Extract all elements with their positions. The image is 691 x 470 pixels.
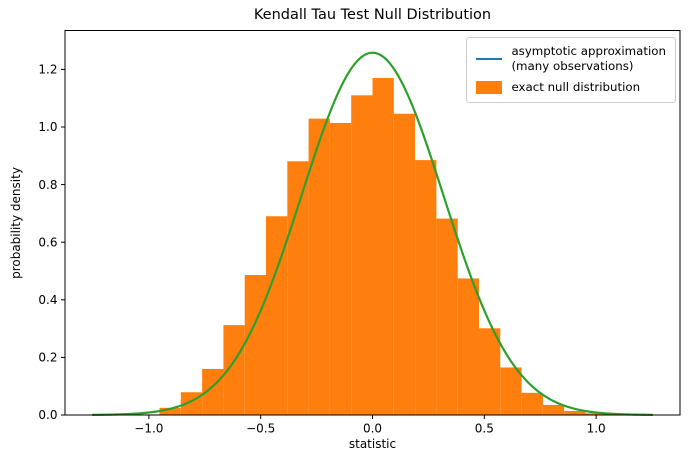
histogram-bars (138, 78, 607, 416)
histogram-bar (457, 278, 479, 415)
histogram-bar (521, 392, 543, 415)
x-ticks: −1.0 −0.5 0.0 0.5 1.0 (134, 415, 606, 436)
histogram-bar (500, 367, 522, 415)
x-tick-label: 0.5 (475, 422, 494, 436)
histogram-bar (266, 216, 288, 415)
histogram-bar (436, 218, 458, 415)
approximation-curve (91, 51, 654, 416)
legend-label: exact null distribution (511, 80, 641, 95)
histogram-bar (415, 160, 437, 415)
histogram-bar (223, 325, 245, 415)
chart-title: Kendall Tau Test Null Distribution (253, 7, 492, 23)
histogram-bar (542, 404, 565, 415)
x-tick-label: 0.0 (363, 422, 382, 436)
histogram-bar (585, 413, 607, 415)
y-tick-label: 0.8 (38, 178, 57, 192)
x-tick-label: −1.0 (134, 422, 163, 436)
histogram-bar (287, 161, 309, 415)
y-tick-label: 0.2 (38, 351, 57, 365)
histogram-bar (372, 78, 394, 416)
legend-entry-exact: exact null distribution (476, 80, 666, 95)
legend-label: asymptotic approximation (many observati… (511, 44, 666, 74)
y-tick-label: 1.2 (38, 63, 57, 77)
x-tick-label: 1.0 (587, 422, 606, 436)
histogram-bar (244, 275, 266, 415)
x-axis-label: statistic (348, 437, 397, 451)
y-tick-label: 1.0 (38, 120, 57, 134)
histogram-bar (351, 95, 373, 416)
histogram-bar (564, 410, 586, 415)
histogram-bar (479, 328, 501, 415)
y-tick-label: 0.4 (38, 293, 57, 307)
legend: asymptotic approximation (many observati… (466, 37, 676, 104)
legend-line-swatch (476, 57, 503, 61)
histogram-bar (308, 118, 330, 415)
x-tick-label: −0.5 (246, 422, 275, 436)
y-tick-label: 0.6 (38, 235, 57, 249)
y-tick-label: 0.0 (38, 408, 57, 422)
y-ticks: 0.0 0.2 0.4 0.6 0.8 1.0 1.2 (38, 63, 65, 422)
histogram-bar (159, 407, 181, 415)
histogram-bar (393, 113, 416, 416)
y-axis-label: probability density (9, 167, 23, 279)
histogram-bar (329, 122, 352, 415)
legend-patch-swatch (476, 81, 503, 95)
legend-entry-asymptotic: asymptotic approximation (many observati… (476, 44, 666, 74)
